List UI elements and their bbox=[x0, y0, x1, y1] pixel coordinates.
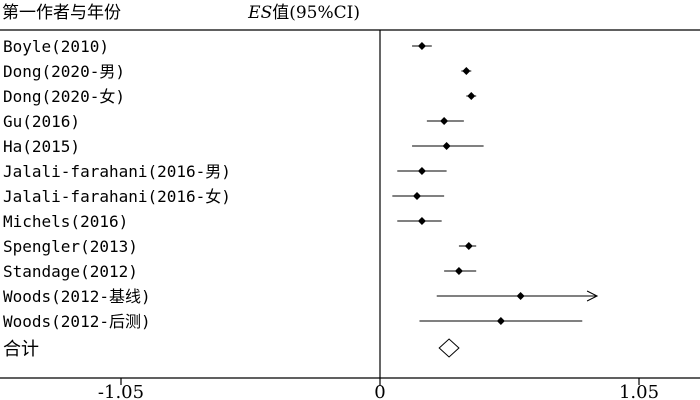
study-label: Jalali-farahani(2016-女) bbox=[3, 187, 231, 206]
study-label: Michels(2016) bbox=[3, 212, 128, 231]
study-labels: Boyle(2010) Dong(2020-男) Dong(2020-女) Gu(20… bbox=[3, 37, 231, 360]
study-label: Standage(2012) bbox=[3, 262, 138, 281]
header-es-italic: ES bbox=[247, 3, 272, 23]
x-tick-label: 1.05 bbox=[619, 382, 659, 400]
effect-size-point bbox=[516, 292, 525, 300]
header-es-suffix: 值(95%CI) bbox=[272, 3, 360, 23]
study-label: Boyle(2010) bbox=[3, 37, 109, 56]
header-es-column: ES值(95%CI) bbox=[247, 3, 360, 23]
ci-arrow-icon bbox=[586, 290, 599, 302]
total-label: 合计 bbox=[3, 339, 39, 360]
study-label: Dong(2020-女) bbox=[3, 87, 125, 106]
effect-size-point bbox=[442, 142, 451, 150]
header-study-column: 第一作者与年份 bbox=[2, 3, 121, 23]
x-tick-label: 0 bbox=[374, 382, 385, 400]
effect-size-point bbox=[413, 192, 421, 200]
effect-size-point bbox=[440, 117, 449, 125]
effect-size-point bbox=[417, 167, 426, 175]
x-axis-ticks: -1.05 0 1.05 bbox=[98, 378, 659, 400]
x-tick-label: -1.05 bbox=[98, 382, 144, 400]
study-label: Spengler(2013) bbox=[3, 237, 138, 256]
study-label: Jalali-farahani(2016-男) bbox=[3, 162, 231, 181]
effect-size-point bbox=[467, 92, 476, 100]
pooled-estimate-diamond bbox=[438, 338, 460, 358]
effect-size-point bbox=[464, 242, 473, 250]
study-label: Dong(2020-男) bbox=[3, 62, 125, 81]
study-estimates bbox=[392, 42, 599, 358]
effect-size-point bbox=[496, 317, 505, 325]
effect-size-point bbox=[417, 217, 426, 225]
study-label: Ha(2015) bbox=[3, 137, 80, 156]
effect-size-point bbox=[417, 42, 426, 50]
study-label: Gu(2016) bbox=[3, 112, 80, 131]
effect-size-point bbox=[462, 67, 471, 75]
effect-size-point bbox=[454, 267, 463, 275]
study-label: Woods(2012-后测) bbox=[3, 312, 151, 331]
study-label: Woods(2012-基线) bbox=[3, 287, 151, 306]
